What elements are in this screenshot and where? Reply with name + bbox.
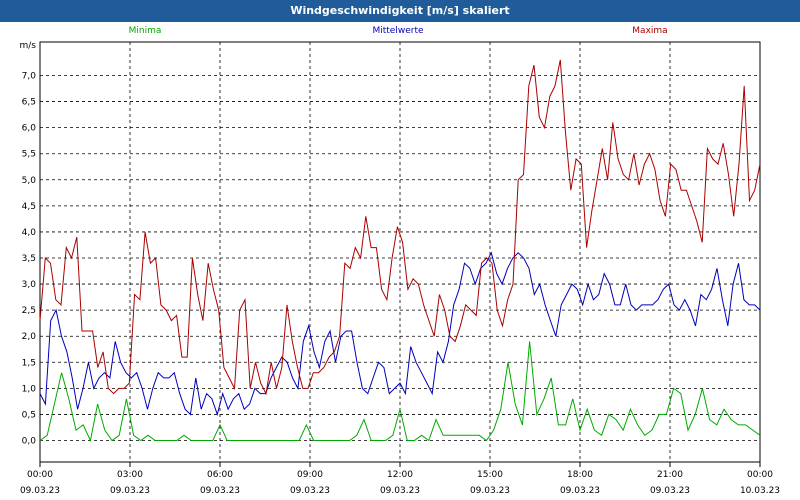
y-tick-label: 2,5 (22, 306, 36, 316)
legend-maxima: Maxima (632, 26, 667, 36)
series-line-minima (39, 341, 761, 443)
x-tick-date: 10.03.23 (740, 486, 780, 496)
y-tick-label: 0,0 (22, 437, 37, 447)
chart-title-bar: Windgeschwindigkeit [m/s] skaliert (0, 0, 800, 22)
x-tick-date: 09.03.23 (200, 486, 240, 496)
y-tick-label: 6,0 (22, 124, 37, 134)
y-tick-label: 1,5 (22, 358, 36, 368)
x-tick-time: 12:00 (387, 470, 413, 480)
x-tick-time: 21:00 (657, 470, 683, 480)
y-tick-label: 3,0 (22, 280, 37, 290)
y-axis-label: m/s (20, 41, 37, 51)
x-tick-time: 00:00 (27, 470, 53, 480)
y-tick-label: 7,0 (22, 72, 37, 82)
x-tick-time: 06:00 (207, 470, 233, 480)
y-tick-label: 1,0 (22, 384, 37, 394)
y-tick-label: 6,5 (22, 98, 36, 108)
x-tick-time: 03:00 (117, 470, 143, 480)
x-tick-date: 09.03.23 (110, 486, 150, 496)
y-tick-label: 0,5 (22, 410, 36, 420)
x-tick-date: 09.03.23 (650, 486, 690, 496)
y-tick-label: 5,0 (22, 176, 37, 186)
chart-title: Windgeschwindigkeit [m/s] skaliert (290, 4, 510, 17)
y-tick-label: 2,0 (22, 332, 37, 342)
legend-minima: Minima (129, 26, 162, 36)
x-tick-time: 15:00 (477, 470, 503, 480)
x-tick-time: 09:00 (297, 470, 323, 480)
x-tick-date: 09.03.23 (290, 486, 330, 496)
x-tick-time: 00:00 (747, 470, 773, 480)
y-tick-label: 3,5 (22, 254, 36, 264)
x-tick-date: 09.03.23 (380, 486, 420, 496)
y-tick-label: 4,5 (22, 202, 36, 212)
x-tick-date: 09.03.23 (470, 486, 510, 496)
chart-area: 0,0 0,5 1,0 1,5 2,0 2,5 3,0 3,5 4,0 4,5 5,0 5,5 6,0 6… (20, 26, 781, 496)
series-line-maxima (39, 59, 761, 396)
y-tick-label: 5,5 (22, 150, 36, 160)
y-tick-label: 4,0 (22, 228, 37, 238)
series-line-mittelwerte (39, 251, 761, 417)
x-tick-date: 09.03.23 (20, 486, 60, 496)
x-tick-time: 18:00 (567, 470, 593, 480)
x-tick-date: 09.03.23 (560, 486, 600, 496)
legend-mittelwerte: Mittelwerte (372, 26, 423, 36)
